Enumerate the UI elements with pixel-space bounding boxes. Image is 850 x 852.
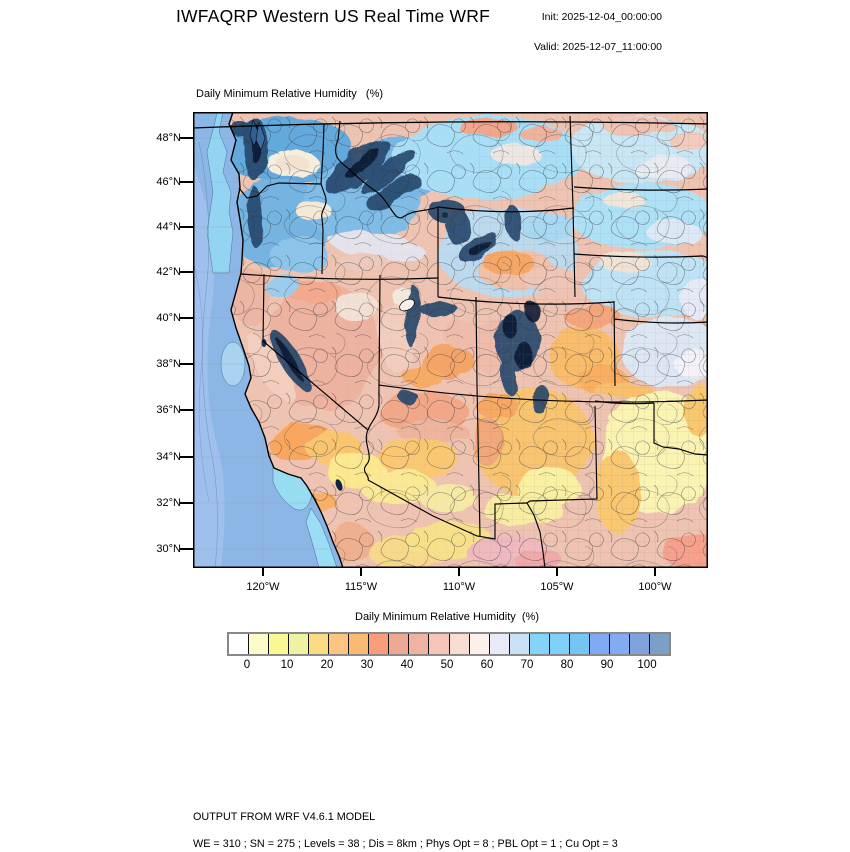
- lat-tick: [180, 137, 193, 139]
- model-info-footer: OUTPUT FROM WRF V4.6.1 MODEL WE = 310 ; …: [193, 811, 618, 852]
- lat-label: 42°N: [156, 266, 181, 278]
- lat-label: 46°N: [156, 176, 181, 188]
- lat-tick: [180, 502, 193, 504]
- colorbar-tick-label: 30: [360, 659, 374, 671]
- lat-tick: [180, 456, 193, 458]
- valid-time: Valid: 2025-12-07_11:00:00: [533, 41, 662, 53]
- colorbar-cell: [548, 634, 569, 654]
- colorbar-title: Daily Minimum Relative Humidity (%): [355, 611, 539, 623]
- colorbar-tick-label: 90: [600, 659, 614, 671]
- colorbar-tick-label: 10: [280, 659, 294, 671]
- colorbar-tick-label: 0: [243, 659, 251, 671]
- colorbar-cell: [229, 634, 249, 654]
- lat-label: 40°N: [156, 312, 181, 324]
- lat-label: 34°N: [156, 451, 181, 463]
- lon-tick: [556, 568, 558, 576]
- colorbar-cell: [288, 634, 309, 654]
- lon-label: 110°W: [442, 581, 476, 593]
- colorbar-cell: [268, 634, 289, 654]
- lat-tick: [180, 181, 193, 183]
- lakes: [261, 212, 448, 491]
- coastline: [228, 112, 344, 568]
- colorbar: [227, 632, 671, 656]
- init-time: Init: 2025-12-04_00:00:00: [541, 11, 662, 23]
- lat-label: 44°N: [156, 221, 181, 233]
- footer-line2: WE = 310 ; SN = 275 ; Levels = 38 ; Dis …: [193, 838, 618, 850]
- colorbar-tick-label: 50: [440, 659, 454, 671]
- lat-label: 30°N: [156, 543, 181, 555]
- lon-tick: [654, 568, 656, 576]
- colorbar-tick-label: 60: [480, 659, 494, 671]
- lat-label: 48°N: [156, 132, 181, 144]
- lon-label: 105°W: [540, 581, 574, 593]
- colorbar-cell: [248, 634, 269, 654]
- footer-line1: OUTPUT FROM WRF V4.6.1 MODEL: [193, 811, 376, 823]
- lat-label: 32°N: [156, 497, 181, 509]
- colorbar-cell: [448, 634, 469, 654]
- colorbar-cell: [528, 634, 549, 654]
- state-borders: [193, 115, 708, 568]
- colorbar-tick-label: 40: [400, 659, 414, 671]
- colorbar-tick-label: 70: [520, 659, 534, 671]
- colorbar-cell: [608, 634, 629, 654]
- colorbar-cell: [628, 634, 649, 654]
- lon-tick: [262, 568, 264, 576]
- colorbar-cell: [508, 634, 529, 654]
- lat-tick: [180, 548, 193, 550]
- lat-tick: [180, 317, 193, 319]
- colorbar-cell: [368, 634, 389, 654]
- page-title: IWFAQRP Western US Real Time WRF: [176, 6, 490, 26]
- map-subtitle: Daily Minimum Relative Humidity (%): [196, 88, 384, 100]
- colorbar-cell: [648, 634, 670, 654]
- map-frame: [193, 112, 708, 568]
- colorbar-cell: [468, 634, 489, 654]
- lat-tick: [180, 271, 193, 273]
- lat-tick: [180, 409, 193, 411]
- lat-label: 36°N: [156, 404, 181, 416]
- lon-label: 115°W: [344, 581, 378, 593]
- colorbar-cell: [408, 634, 429, 654]
- colorbar-cell: [568, 634, 589, 654]
- colorbar-cell: [428, 634, 449, 654]
- colorbar-cell: [308, 634, 329, 654]
- colorbar-tick-label: 100: [637, 659, 657, 671]
- colorbar-tick-label: 80: [560, 659, 574, 671]
- lon-tick: [360, 568, 362, 576]
- lat-tick: [180, 363, 193, 365]
- lat-tick: [180, 226, 193, 228]
- lon-label: 120°W: [246, 581, 280, 593]
- colorbar-cell: [348, 634, 369, 654]
- lat-label: 38°N: [156, 358, 181, 370]
- colorbar-cell: [588, 634, 609, 654]
- model-run-times: Init: 2025-12-04_00:00:00 Valid: 2025-12…: [534, 10, 662, 55]
- colorbar-cell: [388, 634, 409, 654]
- lon-label: 100°W: [638, 581, 672, 593]
- colorbar-tick-label: 20: [320, 659, 334, 671]
- forecast-map: [193, 112, 708, 568]
- relative-humidity-map-canvas: [193, 112, 708, 568]
- lon-tick: [458, 568, 460, 576]
- colorbar-cell: [488, 634, 509, 654]
- colorbar-cell: [328, 634, 349, 654]
